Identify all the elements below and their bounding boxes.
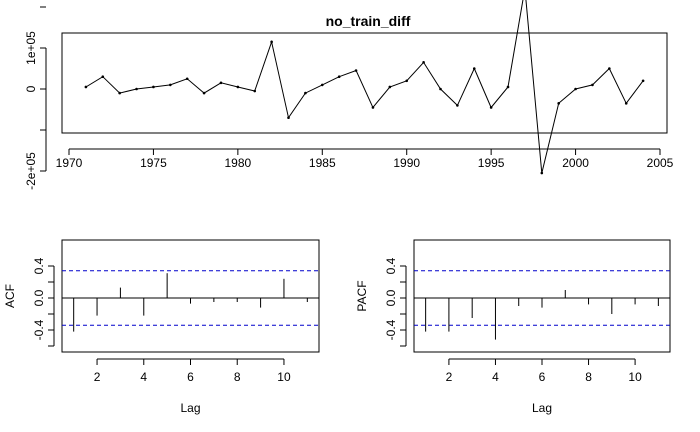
data-point [169,83,172,87]
pacf-x-axis: 2 4 6 8 10 Lag [446,358,642,415]
data-point [456,104,459,107]
acf-y-axis: -0.4 0.0 0.4 ACF [3,257,55,347]
acf-plot-box [61,239,320,353]
pacf-y-axis: -0.4 0.0 0.4 PACF [355,257,407,347]
data-point [152,85,155,89]
data-point [270,40,273,44]
data-point [371,106,375,109]
data-point [219,81,223,85]
acf-x-tick-label: 6 [187,370,194,384]
x-tick-label: 2005 [647,156,674,170]
x-tick-label: 1980 [225,156,252,170]
data-point [388,85,392,89]
time-y-axis: -2e+05 0 1e+05 [24,6,47,190]
pacf-x-axis-label: Lag [532,401,552,415]
pacf-x-tick-label: 4 [492,370,499,384]
pacf-y-axis-label: PACF [355,280,369,311]
x-tick-label: 2000 [562,156,589,170]
acf-x-tick-label: 10 [277,370,291,384]
pacf-plot-box [413,239,671,353]
x-tick-label: 1970 [56,156,83,170]
pacf-x-tick-label: 10 [628,370,642,384]
acf-y-tick-label: 0.4 [32,257,46,274]
acf-panel: 2 4 6 8 10 Lag -0.4 0.0 0.4 ACF [3,239,320,415]
y-tick-label: 0 [24,85,38,92]
x-tick-label: 1995 [478,156,505,170]
x-tick-label: 1990 [393,156,420,170]
data-point [557,102,560,105]
data-point [641,79,645,83]
acf-y-axis-label: ACF [3,284,17,308]
data-point [253,89,257,93]
data-point [304,91,307,95]
data-point [84,85,88,89]
pacf-y-tick-label: 0.4 [384,257,398,274]
data-point [540,171,544,175]
data-point [354,69,358,72]
data-point [624,102,628,105]
data-point [405,79,409,83]
data-point [608,67,611,70]
acf-x-axis: 2 4 6 8 10 Lag [94,358,291,415]
y-tick-label: -2e+05 [24,152,38,190]
data-point [506,85,510,89]
data-point [118,91,121,95]
acf-x-tick-label: 4 [140,370,147,384]
acf-x-tick-label: 2 [94,370,101,384]
data-point [287,116,290,119]
x-tick-label: 1985 [309,156,336,170]
data-point [489,106,493,109]
data-point [320,83,324,87]
acf-y-tick-label: -0.4 [32,319,46,340]
data-point [185,77,189,81]
y-tick-label: 1e+05 [24,31,38,65]
data-point [422,61,425,64]
time-series-title: no_train_diff [326,13,411,29]
time-x-axis: 1970 1975 1980 1985 1990 1995 2000 2005 [56,148,674,170]
data-point [574,87,577,91]
data-point [135,87,138,91]
acf-x-axis-label: Lag [180,401,200,415]
pacf-y-tick-label: 0.0 [384,289,398,306]
acf-y-tick-label: 0.0 [32,289,46,306]
data-point [202,91,206,95]
data-point [236,85,240,89]
data-point [337,75,341,78]
pacf-y-tick-label: -0.4 [384,319,398,340]
series-line [85,0,644,174]
pacf-x-tick-label: 6 [539,370,546,384]
data-point [472,67,476,70]
pacf-x-tick-label: 2 [446,370,453,384]
time-series-plot-box [61,32,668,134]
data-point [591,83,594,87]
data-point [101,75,105,78]
pacf-x-tick-label: 8 [585,370,592,384]
x-tick-label: 1975 [140,156,167,170]
pacf-panel: 2 4 6 8 10 Lag -0.4 0.0 0.4 PACF [355,239,671,415]
time-series-panel: no_train_diff 1970 1975 1980 1985 1990 1995 20… [24,0,674,190]
acf-x-tick-label: 8 [234,370,241,384]
data-point [439,87,442,91]
